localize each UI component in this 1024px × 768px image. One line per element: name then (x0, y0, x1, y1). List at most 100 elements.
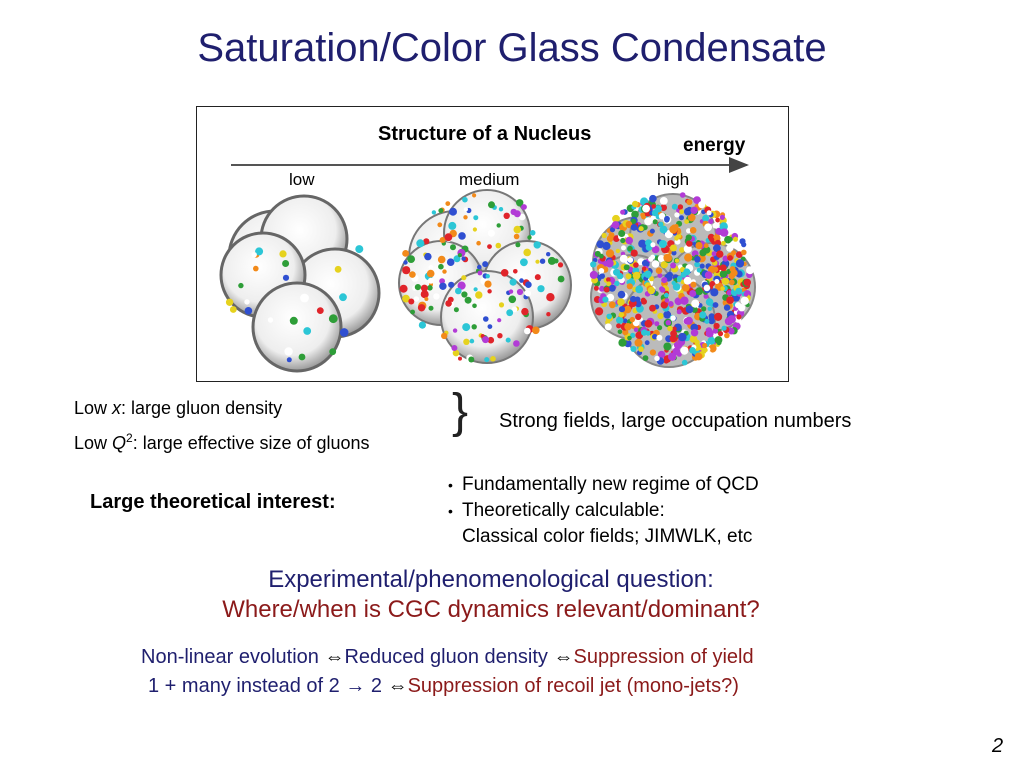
gluon-dot (255, 247, 264, 256)
gluon-dot (527, 235, 532, 240)
gluon-dot (617, 329, 623, 335)
gluon-dot (690, 206, 698, 214)
gluon-dot (658, 221, 664, 228)
gluon-dot (424, 297, 429, 301)
gluon-dot (402, 250, 409, 257)
gluon-dot (705, 329, 714, 338)
gluon-dot (424, 252, 432, 261)
gluon-dot (603, 286, 610, 293)
gluon-dot (652, 333, 658, 340)
gluon-dot (644, 270, 652, 278)
gluon-dot (733, 236, 738, 242)
gluon-dot (630, 249, 638, 257)
gluon-dot (672, 283, 681, 291)
gluon-dot (722, 277, 730, 285)
gluon-dot (605, 259, 614, 268)
gluon-dot (615, 248, 621, 254)
gluon-dot (674, 212, 680, 218)
gluon-dot (703, 293, 709, 299)
gluon-dot (534, 274, 541, 281)
gluon-dot (611, 221, 620, 229)
gluon-dot (529, 230, 536, 236)
gluon-dot (535, 259, 540, 264)
gluon-dot (431, 210, 437, 215)
gluon-dot (439, 237, 446, 243)
gluon-dot (642, 204, 650, 213)
gluon-dot (468, 356, 475, 363)
gluon-dot (596, 240, 605, 249)
gluon-dot (606, 277, 611, 282)
gluon-dot (664, 298, 670, 303)
gluon-dot (428, 265, 434, 270)
recoil-jet-text: Suppression of recoil jet (mono-jets?) (407, 675, 739, 697)
gluon-dot (537, 285, 545, 293)
gluon-dot (670, 315, 676, 321)
gluon-dot (657, 350, 666, 359)
gluon-dot (623, 305, 632, 314)
gluon-dot (652, 219, 658, 225)
gluon-dot (521, 204, 527, 210)
gluon-dot (693, 196, 701, 204)
gluon-dot (513, 340, 520, 347)
gluon-dot (473, 287, 478, 292)
gluon-dot (524, 327, 531, 335)
gluon-dot (740, 296, 749, 305)
gluon-dot (686, 199, 693, 206)
bullet-continuation-text: Classical color fields; JIMWLK, etc (462, 526, 753, 547)
gluon-dot (659, 225, 668, 234)
gluon-dot (437, 222, 443, 228)
gluon-dot (728, 279, 735, 286)
gluon-dot (511, 306, 518, 313)
gluon-dot (413, 296, 420, 302)
gluon-dot (339, 293, 347, 302)
gluon-dot (410, 309, 415, 315)
gluon-dot (439, 278, 445, 284)
gluon-dot (426, 269, 435, 278)
gluon-dot (701, 347, 708, 354)
gluon-dot (659, 286, 665, 292)
gluon-dot (488, 201, 495, 209)
gluon-dot (625, 236, 633, 245)
gluon-dot (471, 324, 477, 330)
gluon-dot (616, 316, 624, 324)
gluon-dot (699, 263, 705, 269)
gluon-dot (727, 255, 733, 261)
gluon-dot (706, 210, 712, 216)
bullet-continuation: Classical color fields; JIMWLK, etc (448, 524, 759, 550)
gluon-dot (289, 316, 298, 325)
gluon-dot (525, 281, 532, 288)
gluon-dot (630, 218, 637, 225)
gluon-dot (423, 330, 431, 338)
gluon-dot (720, 286, 725, 291)
gluon-dot (547, 256, 556, 265)
gluon-dot (657, 255, 665, 262)
gluon-dot (709, 280, 716, 287)
gluon-dot (618, 230, 626, 237)
bullet-text: Fundamentally new regime of QCD (462, 474, 759, 495)
gluon-dot (704, 318, 710, 324)
stage-low-label: low (289, 170, 315, 189)
gluon-dot (453, 307, 459, 313)
gluon-dot (279, 250, 287, 258)
gluon-dot (441, 332, 448, 340)
gluon-dot (669, 244, 677, 252)
gluon-dot (475, 291, 483, 299)
gluon-dot (663, 310, 672, 319)
gluon-dot (451, 345, 458, 351)
gluon-dot (689, 227, 697, 234)
gluon-dot (674, 258, 680, 263)
stage-medium-label: medium (459, 170, 520, 189)
gluon-dot (618, 338, 627, 347)
gluon-dot (589, 270, 598, 279)
gluon-dot (225, 298, 234, 306)
gluon-dot (704, 271, 713, 279)
gluon-dot (455, 287, 462, 295)
gluon-dot (634, 338, 643, 347)
gluon-dot (399, 284, 408, 293)
gluon-dot (717, 331, 724, 337)
gluon-dot (516, 288, 524, 296)
gluon-dot (703, 243, 709, 249)
gluon-dot (403, 260, 408, 265)
gluon-dot (618, 312, 625, 318)
line1-text: : large gluon density (121, 398, 283, 418)
